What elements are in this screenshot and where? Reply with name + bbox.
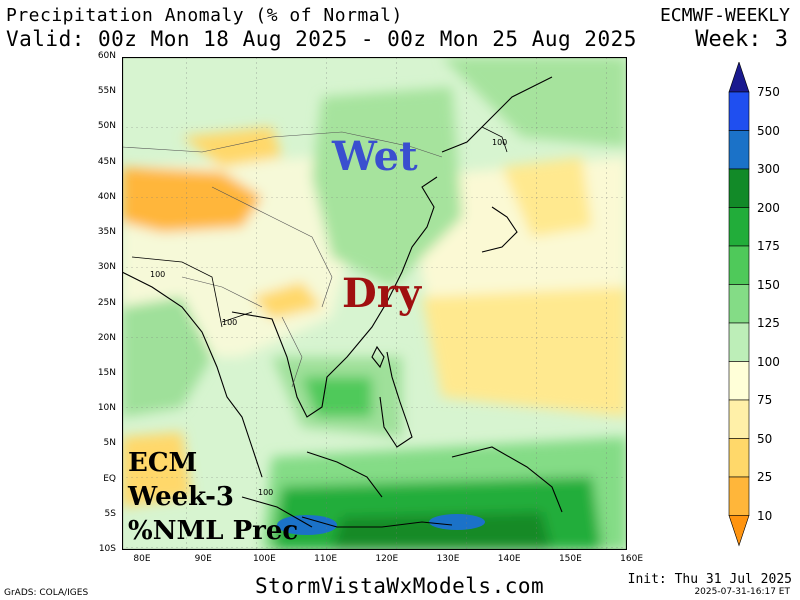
- longitude-label: 90E: [194, 554, 212, 564]
- longitude-label: 150E: [558, 554, 582, 564]
- contour-label: 100: [258, 488, 273, 497]
- latitude-label: 25N: [97, 297, 116, 308]
- longitude-label: 80E: [133, 554, 151, 564]
- latitude-label: 55N: [97, 86, 116, 97]
- longitude-label: 140E: [497, 554, 521, 564]
- colorbar-swatch: [728, 438, 750, 478]
- init-time: Init: Thu 31 Jul 2025: [627, 572, 792, 587]
- latitude-label: 35N: [97, 227, 116, 238]
- ecm-label: ECM: [128, 448, 198, 478]
- colorbar-label: 125: [757, 316, 780, 330]
- longitude-label: 110E: [314, 554, 338, 564]
- forecast-week: Week: 3: [695, 27, 788, 52]
- generated-timestamp: 2025-07-31-16:17 ET: [694, 587, 790, 597]
- colorbar-label: 150: [757, 277, 780, 292]
- colorbar-label: 200: [757, 200, 780, 215]
- colorbar-swatch: [728, 207, 750, 247]
- country-borders: [122, 131, 443, 388]
- colorbar-label: 100: [757, 354, 780, 369]
- longitude-label: 130E: [436, 554, 460, 564]
- colorbar-label: 500: [757, 123, 780, 138]
- colorbar-top-arrow: [728, 62, 750, 93]
- model-name: ECMWF-WEEKLY: [659, 5, 790, 26]
- wet-annotation: Wet: [332, 133, 418, 180]
- latitude-label: EQ: [103, 473, 116, 484]
- contour-label: 100: [222, 318, 237, 327]
- colorbar-swatch: [728, 476, 750, 516]
- week-label: Week-3: [128, 482, 235, 512]
- latitude-label: 45N: [97, 156, 116, 167]
- colorbar-label: 300: [757, 162, 780, 176]
- latitude-label: 5S: [104, 508, 116, 519]
- latitude-label: 40N: [97, 191, 116, 202]
- latitude-label: 10N: [97, 403, 116, 414]
- colorbar-label: 50: [757, 431, 773, 446]
- precip-anomaly-map: 100 100 100 100: [122, 57, 627, 550]
- latitude-label: 10S: [98, 544, 116, 554]
- coastlines: [122, 76, 563, 528]
- longitude-label: 100E: [252, 554, 276, 564]
- nml-prec-label: %NML Prec: [128, 516, 299, 546]
- colorbar-bottom-arrow: [728, 515, 750, 547]
- latitude-label: 50N: [97, 121, 116, 132]
- contour-label: 100: [492, 138, 507, 147]
- contour-label: 100: [150, 270, 165, 279]
- longitude-label: 160E: [620, 554, 644, 564]
- colorbar: [728, 62, 750, 547]
- chart-title: Precipitation Anomaly (% of Normal): [6, 5, 403, 26]
- colorbar-label: 75: [757, 393, 773, 407]
- dry-annotation: Dry: [342, 270, 422, 317]
- colorbar-swatch: [728, 322, 750, 362]
- colorbar-swatch: [728, 245, 750, 285]
- site-credit: StormVistaWxModels.com: [255, 574, 545, 598]
- colorbar-label: 25: [757, 470, 773, 484]
- colorbar-swatch: [728, 361, 750, 401]
- latitude-label: 15N: [97, 367, 116, 378]
- colorbar-swatch: [728, 168, 750, 208]
- colorbar-swatch: [728, 130, 750, 170]
- colorbar-label: 175: [757, 239, 780, 253]
- valid-period: Valid: 00z Mon 18 Aug 2025 - 00z Mon 25 …: [6, 27, 637, 51]
- colorbar-label: 10: [757, 508, 773, 523]
- colorbar-swatch: [728, 284, 750, 324]
- colorbar-label: 750: [757, 85, 780, 99]
- latitude-label: 30N: [97, 262, 116, 273]
- colorbar-swatch: [728, 91, 750, 131]
- longitude-label: 120E: [375, 554, 399, 564]
- latitude-label: 20N: [97, 332, 116, 343]
- latitude-label: 60N: [97, 51, 116, 61]
- grads-credit: GrADS: COLA/IGES: [4, 588, 89, 598]
- latitude-label: 5N: [103, 438, 116, 449]
- anomaly-contours: [131, 126, 508, 328]
- map-frame: [122, 57, 627, 550]
- colorbar-swatch: [728, 399, 750, 439]
